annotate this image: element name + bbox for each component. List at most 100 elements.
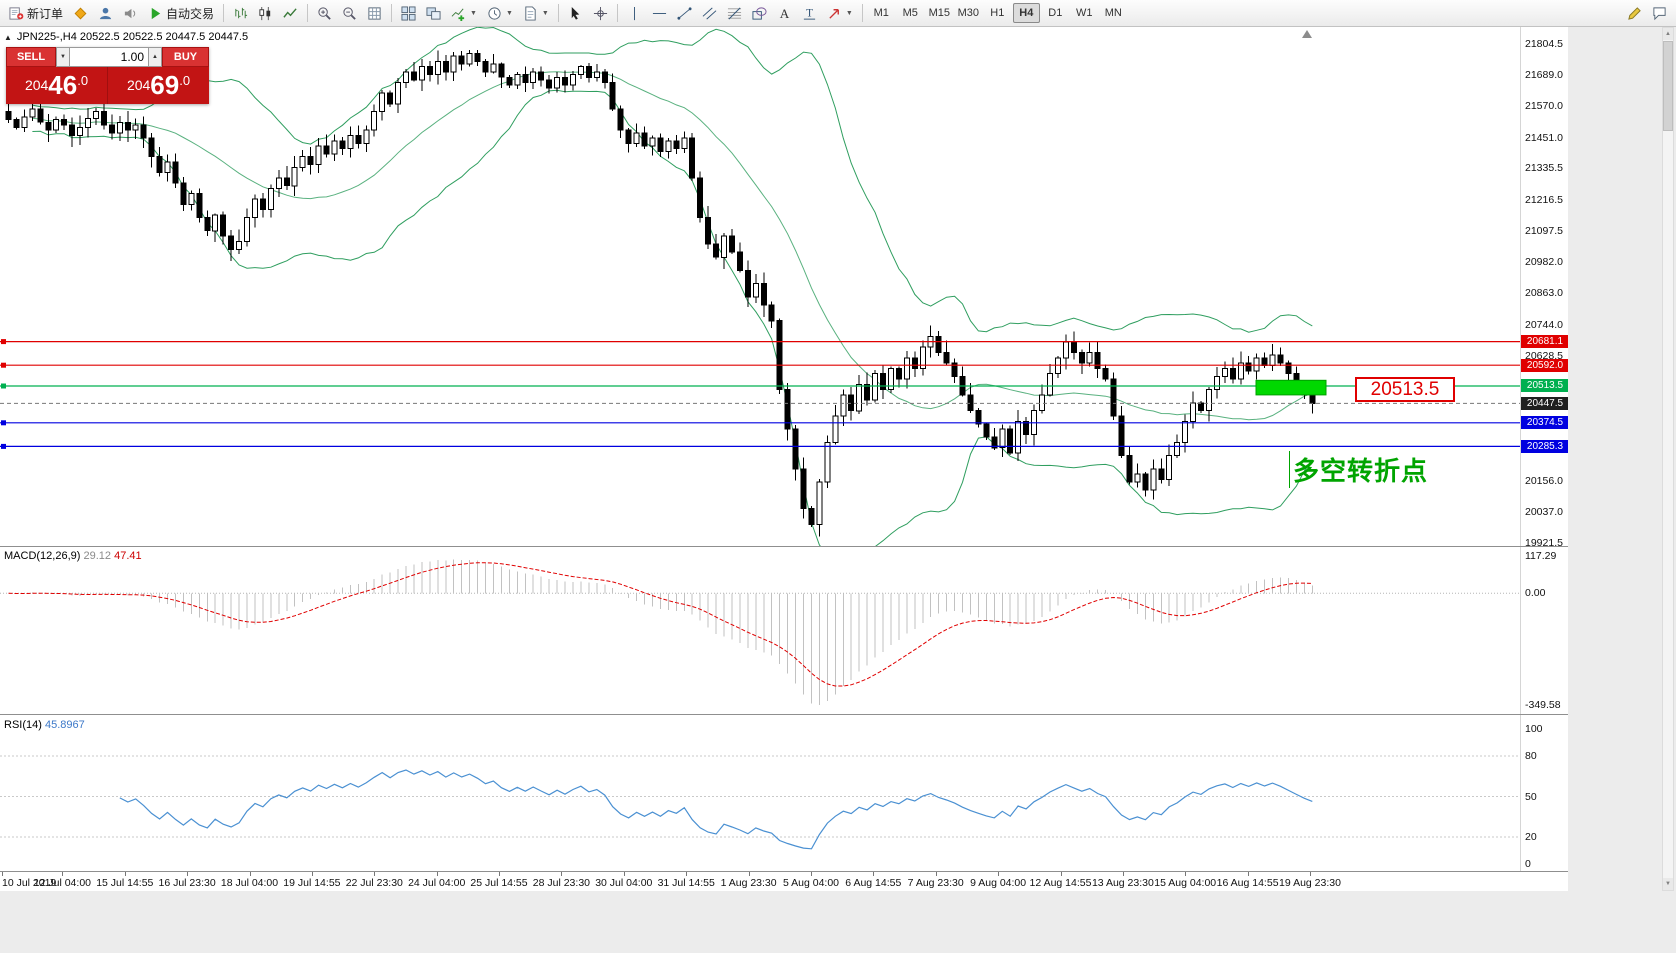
- volume-decrease-button[interactable]: ▼: [56, 47, 70, 67]
- zoom-out-button[interactable]: [337, 2, 362, 24]
- chart-shift-marker[interactable]: [1302, 30, 1312, 38]
- templates-button[interactable]: ▼: [518, 2, 554, 24]
- sell-price[interactable]: 204 46.0: [6, 67, 107, 104]
- cursor-button[interactable]: [563, 2, 588, 24]
- line-anchor-20592.0[interactable]: [1, 362, 6, 368]
- timeframe-h4-button[interactable]: H4: [1012, 3, 1040, 23]
- macd-panel[interactable]: [0, 547, 1520, 715]
- price-tick: 21097.5: [1525, 225, 1563, 238]
- zoom-in-icon: [317, 6, 332, 21]
- scrollbar-thumb[interactable]: [1663, 41, 1673, 131]
- timeframe-w1-button[interactable]: W1: [1071, 3, 1098, 23]
- panel-splitter-macd[interactable]: [0, 546, 1568, 547]
- time-tick: [998, 872, 1000, 876]
- buy-price[interactable]: 204 69.0: [107, 67, 209, 104]
- volume-input[interactable]: [70, 47, 148, 67]
- rsi-tick: 80: [1525, 750, 1537, 762]
- new-order-label: 新订单: [27, 6, 64, 21]
- rsi-tick: 0: [1525, 858, 1531, 870]
- vertical-scrollbar[interactable]: ▲ ▼: [1662, 27, 1674, 891]
- highlight-rectangle[interactable]: [1255, 379, 1327, 396]
- timeframe-m15-button[interactable]: M15: [926, 3, 953, 23]
- price-tick: 20156.0: [1525, 474, 1563, 487]
- timeframe-m1-button[interactable]: M1: [868, 3, 895, 23]
- autotrading-icon: [148, 6, 163, 21]
- crosshair-button[interactable]: [588, 2, 613, 24]
- line-anchor-20681.1[interactable]: [1, 339, 6, 345]
- fibonacci-button[interactable]: [722, 2, 747, 24]
- periods-button[interactable]: ▼: [482, 2, 518, 24]
- symbol-ohlc-text: JPN225-,H4 20522.5 20522.5 20447.5 20447…: [16, 31, 249, 43]
- alerts-button[interactable]: [118, 2, 143, 24]
- text-label-button[interactable]: T: [797, 2, 822, 24]
- text-label-icon: T: [802, 6, 817, 21]
- time-axis[interactable]: 10 Jul 2019 12 Jul 04:00 15 Jul 14:55 16 Ju…: [0, 871, 1568, 891]
- edit-button[interactable]: [1622, 2, 1647, 24]
- metaeditor-button[interactable]: [68, 2, 93, 24]
- timeframe-m30-button[interactable]: M30: [955, 3, 982, 23]
- timeframe-m5-button[interactable]: M5: [897, 3, 924, 23]
- buy-price-big: 69: [150, 70, 180, 100]
- price-tick: 20037.0: [1525, 506, 1563, 519]
- line-anchor-20285.3[interactable]: [1, 443, 6, 449]
- rsi-tick: 20: [1525, 831, 1537, 843]
- shapes-button[interactable]: [747, 2, 772, 24]
- price-tick: 21570.0: [1525, 100, 1563, 113]
- scrollbar-down-icon[interactable]: ▼: [1663, 878, 1673, 890]
- rsi-panel[interactable]: [0, 715, 1520, 871]
- toolbar-separator: [391, 4, 393, 22]
- community-button[interactable]: [1647, 2, 1672, 24]
- trendline-button[interactable]: [672, 2, 697, 24]
- line-chart-icon: [283, 6, 298, 21]
- scrollbar-up-icon[interactable]: ▲: [1663, 28, 1673, 40]
- new-order-button[interactable]: 新订单: [4, 2, 68, 24]
- candlestick-chart-button[interactable]: [253, 2, 278, 24]
- price-chart[interactable]: [0, 27, 1520, 547]
- dropdown-caret-icon: ▼: [541, 9, 549, 17]
- time-label: 15 Aug 04:00: [1154, 877, 1217, 889]
- panel-splitter-rsi[interactable]: [0, 714, 1568, 715]
- buy-button[interactable]: BUY: [162, 47, 209, 67]
- tile-windows-button[interactable]: [396, 2, 421, 24]
- zoom-in-button[interactable]: [312, 2, 337, 24]
- bollinger-lower-band: [32, 89, 1313, 547]
- timeframe-d1-button[interactable]: D1: [1042, 3, 1069, 23]
- oneclick-collapse-icon[interactable]: ▲: [4, 32, 12, 42]
- price-tick: 21804.5: [1525, 38, 1563, 51]
- alerts-icon: [123, 6, 138, 21]
- equidistant-channel-button[interactable]: [697, 2, 722, 24]
- profile-button[interactable]: [93, 2, 118, 24]
- trendline-icon: [677, 6, 692, 21]
- vertical-line-button[interactable]: [622, 2, 647, 24]
- grid-icon: [367, 6, 382, 21]
- indicators-button[interactable]: ▼: [446, 2, 482, 24]
- trade-panel-prices: 204 46.0 204 69.0: [6, 67, 209, 104]
- turning-point-annotation[interactable]: 多空转折点: [1289, 451, 1428, 488]
- line-anchor-20513.5[interactable]: [1, 383, 6, 389]
- price-annotation-box[interactable]: 20513.5: [1355, 377, 1455, 402]
- metaeditor-icon: [73, 6, 88, 21]
- time-tick: [873, 872, 875, 876]
- price-label-20592.0: 20592.0: [1521, 358, 1569, 372]
- tile-windows-icon: [401, 5, 416, 21]
- toolbar: 新订单 自动交易 ▼ ▼ ▼ A T ▼ M1 M5 M15 M30 H1 H4 D1 W1 MN: [0, 0, 1676, 27]
- arrows-button[interactable]: ▼: [822, 2, 858, 24]
- text-button[interactable]: A: [772, 2, 797, 24]
- line-chart-button[interactable]: [278, 2, 303, 24]
- horizontal-line-button[interactable]: [647, 2, 672, 24]
- volume-increase-button[interactable]: ▲: [148, 47, 162, 67]
- arrows-icon: [827, 6, 842, 21]
- grid-button[interactable]: [362, 2, 387, 24]
- timeframe-h1-button[interactable]: H1: [984, 3, 1011, 23]
- auto-arrange-button[interactable]: [421, 2, 446, 24]
- bar-chart-button[interactable]: [228, 2, 253, 24]
- macd-value-main: 29.12: [83, 550, 112, 562]
- time-tick: [62, 872, 64, 876]
- shapes-icon: [752, 6, 767, 21]
- timeframe-mn-button[interactable]: MN: [1100, 3, 1127, 23]
- line-anchor-20374.5[interactable]: [1, 420, 6, 426]
- toolbar-separator: [557, 4, 559, 22]
- autotrading-button[interactable]: 自动交易: [143, 2, 219, 24]
- price-axis[interactable]: 21804.5 21689.0 21570.0 21451.0 21335.5 21216…: [1520, 27, 1569, 871]
- sell-button[interactable]: SELL: [6, 47, 56, 67]
